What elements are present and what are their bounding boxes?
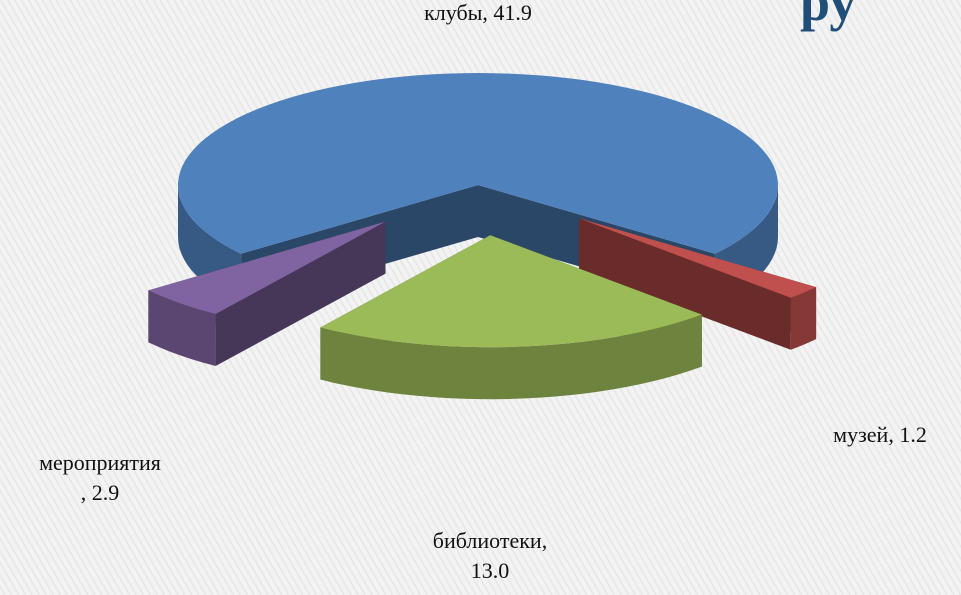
slice	[579, 218, 817, 350]
slice-top	[320, 235, 702, 348]
slice-top	[148, 221, 386, 314]
slice-top	[178, 73, 778, 254]
slice-wall	[320, 314, 702, 400]
slice	[320, 235, 702, 400]
data-label: мероприятия , 2.9	[39, 450, 161, 505]
data-label: библиотеки, 13.0	[433, 528, 547, 583]
data-label-line: мероприятия	[39, 450, 161, 475]
data-label-line: , 2.9	[81, 480, 120, 505]
data-label-line: библиотеки,	[433, 528, 547, 553]
data-label-line: 13.0	[471, 558, 510, 583]
slice-top	[579, 218, 817, 298]
data-label: музей, 1.2	[833, 422, 927, 447]
slice-side	[579, 218, 791, 350]
data-label: клубы, 41.9	[424, 0, 532, 25]
slice-wall	[790, 287, 817, 350]
slice	[148, 221, 386, 366]
slice-wall	[148, 290, 216, 366]
chart-title: ру	[800, 0, 856, 32]
